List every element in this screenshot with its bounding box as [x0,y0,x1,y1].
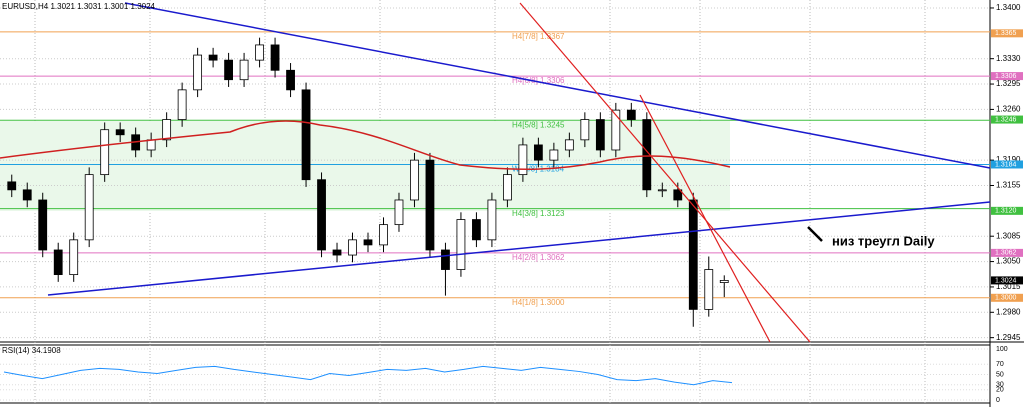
rsi-line [3,365,733,386]
price-tag-label: 1.3184 [995,161,1017,168]
y-tick-label: 1.3085 [996,231,1021,240]
candle-body [115,129,125,136]
zone [0,121,730,211]
candle-body [441,249,450,270]
candle-body [286,69,295,91]
candle-body [38,199,48,251]
candle-body [564,139,574,151]
price-tag [991,29,1023,38]
candle-body [301,89,311,181]
candle-body [224,59,233,81]
candle-body [193,54,203,91]
candle-body [503,174,512,201]
price-tag [991,293,1023,302]
rsi-tick-label: 100 [996,346,1008,353]
price-tag-label: 1.3120 [995,208,1017,215]
candle-body [363,239,373,246]
level-label: H4[1/8] 1.3000 [512,298,565,307]
candle-body [580,119,590,141]
price-tag-label: 1.3365 [995,30,1017,37]
candle-body [704,269,714,310]
level-label: H4[7/8] 1.3367 [512,32,565,41]
price-tag [991,115,1023,124]
candle-body [549,149,559,161]
chart-title: EURUSD,H4 1.3021 1.3031 1.3001 1.3024 [2,2,156,11]
price-tag [991,206,1023,215]
candle-body [177,89,187,120]
candle-body [518,144,528,176]
price-tag [991,276,1023,285]
candle-body [84,174,94,241]
y-tick-label: 1.2980 [996,307,1021,316]
rsi-tick-label: 70 [996,361,1004,368]
annotation: низ треугл Daily [832,233,935,248]
candle-body [595,119,605,151]
candle-body [688,199,698,310]
candle-body [239,59,249,81]
y-tick-label: 1.2945 [996,333,1021,342]
trend-line [124,2,991,169]
price-tag-label: 1.3000 [995,295,1017,302]
candle-body [657,189,667,192]
moving-average [0,120,731,171]
y-tick-label: 1.3155 [996,181,1021,190]
candle-body [162,119,172,141]
price-tag [991,160,1023,169]
candle-body [146,139,156,151]
candle-body [487,199,497,241]
rsi-tick-label: 30 [996,382,1004,389]
candle-body [379,224,388,246]
candle-body [719,280,729,283]
trend-line [47,201,991,296]
candle-body [270,44,280,71]
price-tag-label: 1.3062 [995,250,1017,257]
y-tick-label: 1.3260 [996,105,1021,114]
price-tag-label: 1.3024 [995,277,1017,284]
rsi-tick-label: 50 [996,371,1004,378]
candle-body [317,179,326,251]
price-tag [991,72,1023,81]
candle-body [255,44,264,61]
y-tick-label: 1.3400 [996,3,1021,12]
candle-body [208,54,218,61]
arrow [807,226,823,242]
candle-body [456,219,466,270]
candle-body [611,109,621,151]
candle-body [332,249,342,256]
candle-body [410,159,419,201]
candle-body [642,119,652,191]
candle-body [673,189,683,201]
rsi-tick-label: 0 [996,397,1000,404]
candle-body [425,159,435,251]
level-label: H4[6/8] 1.3306 [512,76,565,85]
level-label: H4[5/8] 1.3245 [512,120,565,129]
rsi-title: RSI(14) 34.1908 [2,346,61,355]
y-tick-label: 1.3050 [996,257,1021,266]
candle-body [348,239,357,256]
candle-body [22,189,32,201]
candle-body [53,249,63,276]
candle-body [100,129,110,176]
candle-body [69,239,79,276]
candle-body [7,181,17,191]
y-tick-label: 1.3015 [996,282,1021,291]
candle-body [472,219,481,241]
rsi-tick-label: 20 [996,387,1004,394]
y-tick-label: 1.3330 [996,54,1021,63]
price-tag-label: 1.3246 [995,116,1017,123]
candle-body [394,199,404,226]
y-tick-label: 1.3295 [996,79,1021,88]
price-tag [991,248,1023,257]
channel-line [639,94,771,343]
price-tag-label: 1.3306 [995,73,1017,80]
y-tick-label: 1.3190 [996,155,1021,164]
candle-body [626,109,636,120]
channel-line [519,2,811,343]
candle-body [533,144,543,161]
level-label: H4[3/8] 1.3123 [512,209,565,218]
level-label: H4[2/8] 1.3062 [512,253,565,262]
